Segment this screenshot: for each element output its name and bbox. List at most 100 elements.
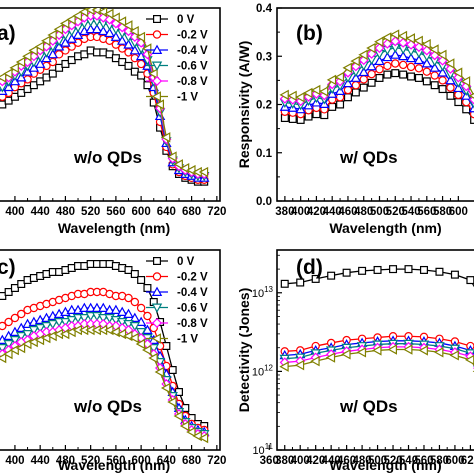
data-point xyxy=(160,382,171,394)
y-axis-label: Responsivity (A/W) xyxy=(236,41,252,169)
data-point xyxy=(446,83,455,92)
data-point xyxy=(446,91,455,100)
legend-label: -1 V xyxy=(177,92,198,104)
data-point xyxy=(79,314,90,324)
data-point xyxy=(383,61,392,71)
data-point xyxy=(41,322,52,332)
data-point xyxy=(142,344,152,356)
x-axis-label: Wavelength (nm) xyxy=(329,220,441,236)
data-point xyxy=(389,265,398,274)
data-point xyxy=(372,345,382,356)
data-point xyxy=(154,99,165,110)
y-tick-label: 0.3 xyxy=(256,51,272,63)
data-point xyxy=(98,302,109,312)
panel-d: 3603804004204404604805005205405605806006… xyxy=(236,249,474,473)
data-point xyxy=(148,352,158,364)
data-point xyxy=(116,16,127,27)
data-point xyxy=(91,302,103,312)
data-point xyxy=(47,48,59,59)
data-point xyxy=(9,62,19,74)
x-tick-label: 560 xyxy=(414,455,433,467)
data-point xyxy=(397,30,408,42)
y-tick-label: 1012 xyxy=(252,363,274,378)
x-tick-label: 400 xyxy=(291,455,310,467)
data-point xyxy=(375,73,384,82)
x-tick-label: 600 xyxy=(132,206,151,218)
data-point xyxy=(173,410,183,422)
data-point xyxy=(419,265,428,274)
x-tick-label: 480 xyxy=(56,206,75,218)
data-point xyxy=(430,71,439,80)
x-axis-label: Wavelength (nm) xyxy=(58,220,170,236)
data-point xyxy=(148,344,159,354)
data-point xyxy=(198,166,209,178)
data-point xyxy=(397,50,409,61)
data-point xyxy=(418,345,428,356)
data-point xyxy=(374,55,385,66)
data-point xyxy=(421,45,432,56)
data-point xyxy=(48,69,57,78)
data-point xyxy=(414,73,423,82)
data-point xyxy=(437,67,448,77)
data-point xyxy=(449,350,459,361)
data-point xyxy=(366,42,376,54)
legend-marker xyxy=(151,61,163,71)
data-point xyxy=(53,24,64,35)
data-point xyxy=(406,62,416,72)
data-point xyxy=(466,276,474,285)
data-point xyxy=(104,27,115,38)
data-point xyxy=(375,65,384,74)
data-point xyxy=(129,45,141,55)
data-point xyxy=(66,316,77,326)
data-point xyxy=(143,284,152,293)
plot-frame xyxy=(0,7,221,202)
data-point xyxy=(66,14,76,25)
data-point xyxy=(3,348,13,360)
panel-label: (a) xyxy=(0,22,16,45)
data-point xyxy=(22,330,33,340)
legend-label: -0.2 V xyxy=(177,272,208,284)
x-tick-label: 500 xyxy=(370,206,389,218)
data-point xyxy=(28,326,40,336)
data-point xyxy=(123,308,134,318)
x-tick-label: 540 xyxy=(401,206,420,218)
plot-frame xyxy=(276,249,474,451)
data-point xyxy=(318,86,329,97)
y-axis-label: Detectivity (Jones) xyxy=(236,288,252,412)
panel-a: 400 440 480 520 560 600 640 680 720 0 V -0.2 V -0.4… xyxy=(0,7,226,236)
x-tick-label: 380 xyxy=(275,455,294,467)
data-point xyxy=(110,31,122,41)
data-point xyxy=(311,274,320,283)
x-tick-label: 480 xyxy=(56,455,75,467)
data-point xyxy=(404,265,413,274)
data-point xyxy=(287,90,297,102)
data-point xyxy=(116,35,128,45)
series-group xyxy=(279,265,474,373)
data-point xyxy=(0,352,7,364)
data-point xyxy=(343,93,352,102)
data-point xyxy=(342,268,351,277)
data-point xyxy=(143,311,152,321)
y-tick-label: 0.2 xyxy=(256,100,272,112)
x-tick-label: 400 xyxy=(5,206,24,218)
data-point xyxy=(47,320,59,330)
data-point xyxy=(358,49,368,61)
panel-label: (c) xyxy=(0,256,16,279)
data-point xyxy=(413,35,423,47)
data-point xyxy=(374,36,384,47)
data-point xyxy=(28,45,38,56)
legend: 0 V -0.2 V -0.4 V -0.6 V -0.8 V -1 V xyxy=(146,14,208,104)
data-point xyxy=(374,42,385,54)
x-tick-label: 680 xyxy=(182,455,201,467)
data-point xyxy=(434,347,444,358)
x-tick-label: 580 xyxy=(433,206,452,218)
legend-label: -0.4 V xyxy=(177,287,208,299)
data-point xyxy=(0,72,7,83)
x-tick-label: 500 xyxy=(368,455,387,467)
legend-marker xyxy=(151,91,161,102)
legend-marker xyxy=(151,333,161,344)
data-point xyxy=(123,20,133,31)
data-point xyxy=(15,56,26,68)
data-point xyxy=(336,100,345,109)
